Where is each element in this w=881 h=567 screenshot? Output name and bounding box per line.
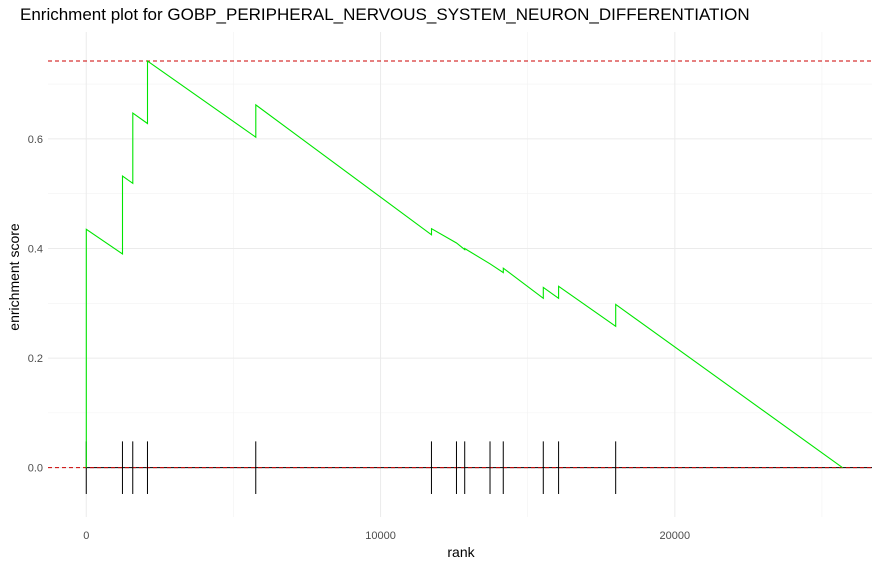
- x-tick-label: 0: [83, 530, 89, 542]
- x-tick-label: 20000: [660, 530, 691, 542]
- y-axis-title: enrichment score: [6, 223, 22, 331]
- x-tick-label: 10000: [365, 530, 396, 542]
- y-tick-label: 0.2: [28, 353, 43, 365]
- grid-layer: [48, 32, 872, 517]
- x-axis-title: rank: [447, 544, 475, 560]
- y-tick-label: 0.0: [28, 463, 43, 475]
- reference-lines: [48, 60, 872, 469]
- enrichment-score-line: [85, 59, 843, 469]
- series-layer: [85, 59, 843, 469]
- tick-labels: 0 10000 20000 0.0 0.2 0.4 0.6: [28, 134, 690, 542]
- chart-title: Enrichment plot for GOBP_PERIPHERAL_NERV…: [20, 5, 750, 24]
- y-tick-label: 0.4: [28, 243, 43, 255]
- y-tick-label: 0.6: [28, 134, 43, 146]
